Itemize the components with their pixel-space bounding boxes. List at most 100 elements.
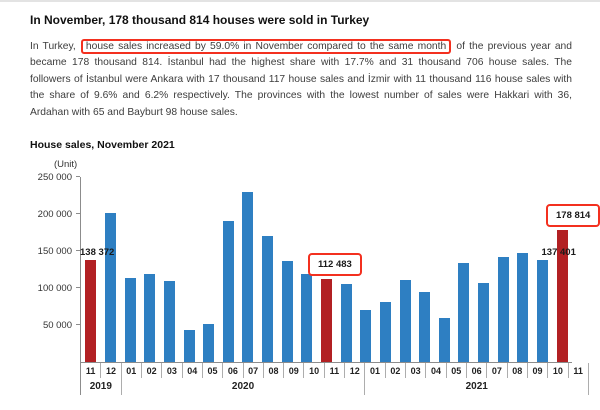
bar <box>163 281 175 363</box>
report-page: In November, 178 thousand 814 houses wer… <box>0 2 600 396</box>
bar <box>517 253 529 363</box>
bar-slot <box>81 177 101 363</box>
bar <box>537 260 549 363</box>
year-label: 2021 <box>365 378 589 396</box>
year-label: 2020 <box>122 378 366 396</box>
bar <box>242 192 254 363</box>
y-tick-label: 200 000 <box>37 209 72 221</box>
plot-area: 138 372 112 483 137 401 178 814 <box>80 177 600 364</box>
annotation-box: 112 483 <box>308 252 362 276</box>
bar-value-label: 138 372 <box>80 246 115 258</box>
bar <box>203 324 215 363</box>
bar-slot <box>493 177 513 363</box>
month-label: 11 <box>569 363 589 379</box>
page-title: In November, 178 thousand 814 houses wer… <box>30 13 370 27</box>
month-label: 03 <box>406 363 427 379</box>
bar-value-label: 137 401 <box>541 247 576 259</box>
month-label: 12 <box>345 363 366 379</box>
month-label: 06 <box>467 363 488 379</box>
bar-slot <box>474 177 494 363</box>
month-label: 03 <box>162 363 183 379</box>
month-label: 09 <box>284 363 305 379</box>
bar <box>85 259 97 363</box>
bar-slot <box>435 177 455 363</box>
bar-slot <box>218 177 238 363</box>
month-label: 01 <box>365 363 386 379</box>
summary-paragraph: In Turkey, house sales increased by 59.0… <box>30 39 572 121</box>
month-label: 01 <box>122 363 142 379</box>
bar-slot <box>238 177 258 363</box>
month-label: 05 <box>203 363 224 379</box>
month-label: 04 <box>183 363 203 379</box>
bar-slot <box>199 177 219 363</box>
month-label: 02 <box>142 363 163 379</box>
bar-slot <box>552 177 572 363</box>
bar-slot <box>415 177 435 363</box>
y-tick-label: 50 000 <box>42 320 72 332</box>
y-tick-mark <box>76 287 80 289</box>
bar <box>321 278 332 363</box>
unit-label: (Unit) <box>54 159 78 171</box>
bar-slot <box>120 177 140 363</box>
bar-slot <box>101 177 121 363</box>
bar <box>478 282 490 363</box>
bar-slot <box>297 177 317 363</box>
bar <box>104 212 116 363</box>
month-label: 08 <box>264 363 285 379</box>
bar <box>144 273 156 363</box>
bar-slot <box>317 177 337 363</box>
bar <box>419 291 431 363</box>
highlight-box: house sales increased by 59.0% in Novemb… <box>80 39 452 54</box>
bar <box>458 262 470 363</box>
bar-slot <box>179 177 199 363</box>
y-tick-label: 250 000 <box>37 172 72 184</box>
y-tick-label: 150 000 <box>37 246 72 258</box>
bar-slot <box>454 177 474 363</box>
annotation-box: 178 814 <box>546 203 600 227</box>
bar <box>262 235 274 363</box>
x-axis-months: 11 12 01 02 03 04 05 06 07 08 09 10 11 12 01 02 03 04 05 06… <box>80 363 589 379</box>
bar <box>340 284 352 363</box>
bar-slot <box>376 177 396 363</box>
bar-slot <box>277 177 297 363</box>
month-label: 05 <box>447 363 467 379</box>
bar <box>360 309 372 363</box>
bar <box>222 221 234 363</box>
bar <box>497 257 509 363</box>
y-tick-mark <box>76 324 80 326</box>
bar-slot <box>533 177 553 363</box>
bar <box>124 277 136 363</box>
month-label: 06 <box>223 363 244 379</box>
month-label: 07 <box>244 363 264 379</box>
bar-slot <box>395 177 415 363</box>
month-label: 10 <box>548 363 569 379</box>
bar-chart: 50 000 100 000 150 000 200 000 250 000 138 3… <box>30 172 600 364</box>
x-axis-years: 2019 2020 2021 <box>80 378 589 396</box>
month-label: 07 <box>487 363 508 379</box>
month-label: 09 <box>528 363 549 379</box>
paragraph-text-after: of the previous year and became 178 thou… <box>30 41 572 118</box>
month-label: 10 <box>304 363 325 379</box>
bar <box>379 302 391 363</box>
month-label: 02 <box>386 363 406 379</box>
paragraph-text-before: In Turkey, <box>30 41 80 52</box>
month-label: 08 <box>508 363 528 379</box>
bar-slot <box>258 177 278 363</box>
month-label: 12 <box>101 363 122 379</box>
y-axis: 50 000 100 000 150 000 200 000 250 000 <box>30 172 80 362</box>
month-label: 04 <box>426 363 447 379</box>
month-label: 11 <box>81 363 102 379</box>
y-tick-mark <box>76 213 80 215</box>
bar <box>556 229 568 363</box>
bar-slot <box>513 177 533 363</box>
bar-slot <box>336 177 356 363</box>
month-label: 11 <box>325 363 346 379</box>
y-tick-label: 100 000 <box>37 283 72 295</box>
bar <box>438 318 450 363</box>
chart-title: House sales, November 2021 <box>30 139 175 152</box>
y-tick-mark <box>76 250 80 252</box>
bar-slot <box>356 177 376 363</box>
bar-slot <box>160 177 180 363</box>
bar-slot <box>140 177 160 363</box>
bar <box>183 330 195 363</box>
